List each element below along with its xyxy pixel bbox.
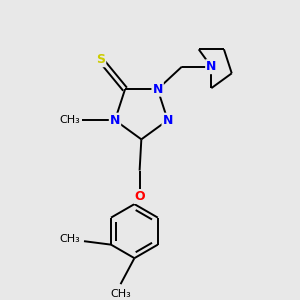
Text: CH₃: CH₃ (110, 289, 131, 299)
Text: CH₃: CH₃ (60, 115, 80, 125)
Text: N: N (110, 114, 120, 127)
Text: N: N (152, 83, 163, 96)
Text: N: N (163, 114, 173, 127)
Text: CH₃: CH₃ (60, 234, 80, 244)
Text: N: N (206, 60, 217, 73)
Text: O: O (134, 190, 145, 203)
Text: S: S (96, 53, 105, 66)
